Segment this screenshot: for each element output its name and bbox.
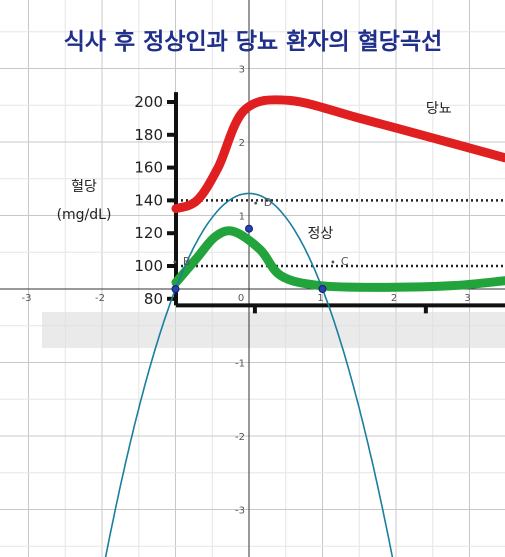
glucose-y-tick-label: 80 xyxy=(144,290,163,308)
diabetes-curve xyxy=(171,95,505,214)
parabola-layer: B D C xyxy=(104,192,394,557)
y-tick-label: 3 xyxy=(239,65,245,76)
photo-band xyxy=(42,312,505,348)
y-axis-label-line1: 혈당 xyxy=(71,179,97,195)
graph-point xyxy=(245,224,253,233)
graph-point xyxy=(171,285,180,293)
point-label-c: C xyxy=(341,255,349,268)
y-tick-label: 2 xyxy=(239,138,245,149)
x-tick-label: -3 xyxy=(22,293,32,304)
x-tick-label: 1 xyxy=(317,293,323,304)
labeled-point-dot xyxy=(331,260,335,264)
glucose-y-tick-label: 160 xyxy=(134,159,163,177)
x-tick-label: 0 xyxy=(238,293,244,304)
graph-point xyxy=(318,285,327,293)
point-label-d: D xyxy=(264,196,272,209)
x-tick-label: -2 xyxy=(95,293,105,304)
labeled-point-dot xyxy=(173,260,177,264)
glucose-y-tick-label: 180 xyxy=(134,126,163,144)
glucose-y-tick-label: 140 xyxy=(134,191,163,209)
glucose-y-tick-label: 200 xyxy=(134,93,163,111)
y-tick-label: 1 xyxy=(239,212,245,223)
x-tick-label: 2 xyxy=(391,293,397,304)
parabola-curve xyxy=(104,192,394,557)
point-label-b: B xyxy=(183,255,191,268)
y-tick-label: -1 xyxy=(235,359,245,370)
y-tick-label: -2 xyxy=(235,432,245,443)
x-tick-label: 3 xyxy=(464,293,470,304)
chart-title: 식사 후 정상인과 당뇨 환자의 혈당곡선 xyxy=(64,29,443,55)
glucose-y-tick-label: 100 xyxy=(134,257,163,275)
normal-curve xyxy=(171,226,505,292)
y-axis-label-line2: (mg/dL) xyxy=(57,207,112,223)
diabetes-label: 당뇨 xyxy=(426,101,452,117)
glucose-y-tick-label: 120 xyxy=(134,224,163,242)
normal-label: 정상 xyxy=(308,226,334,242)
labeled-point-dot xyxy=(254,201,258,205)
y-tick-label: -3 xyxy=(235,506,245,517)
